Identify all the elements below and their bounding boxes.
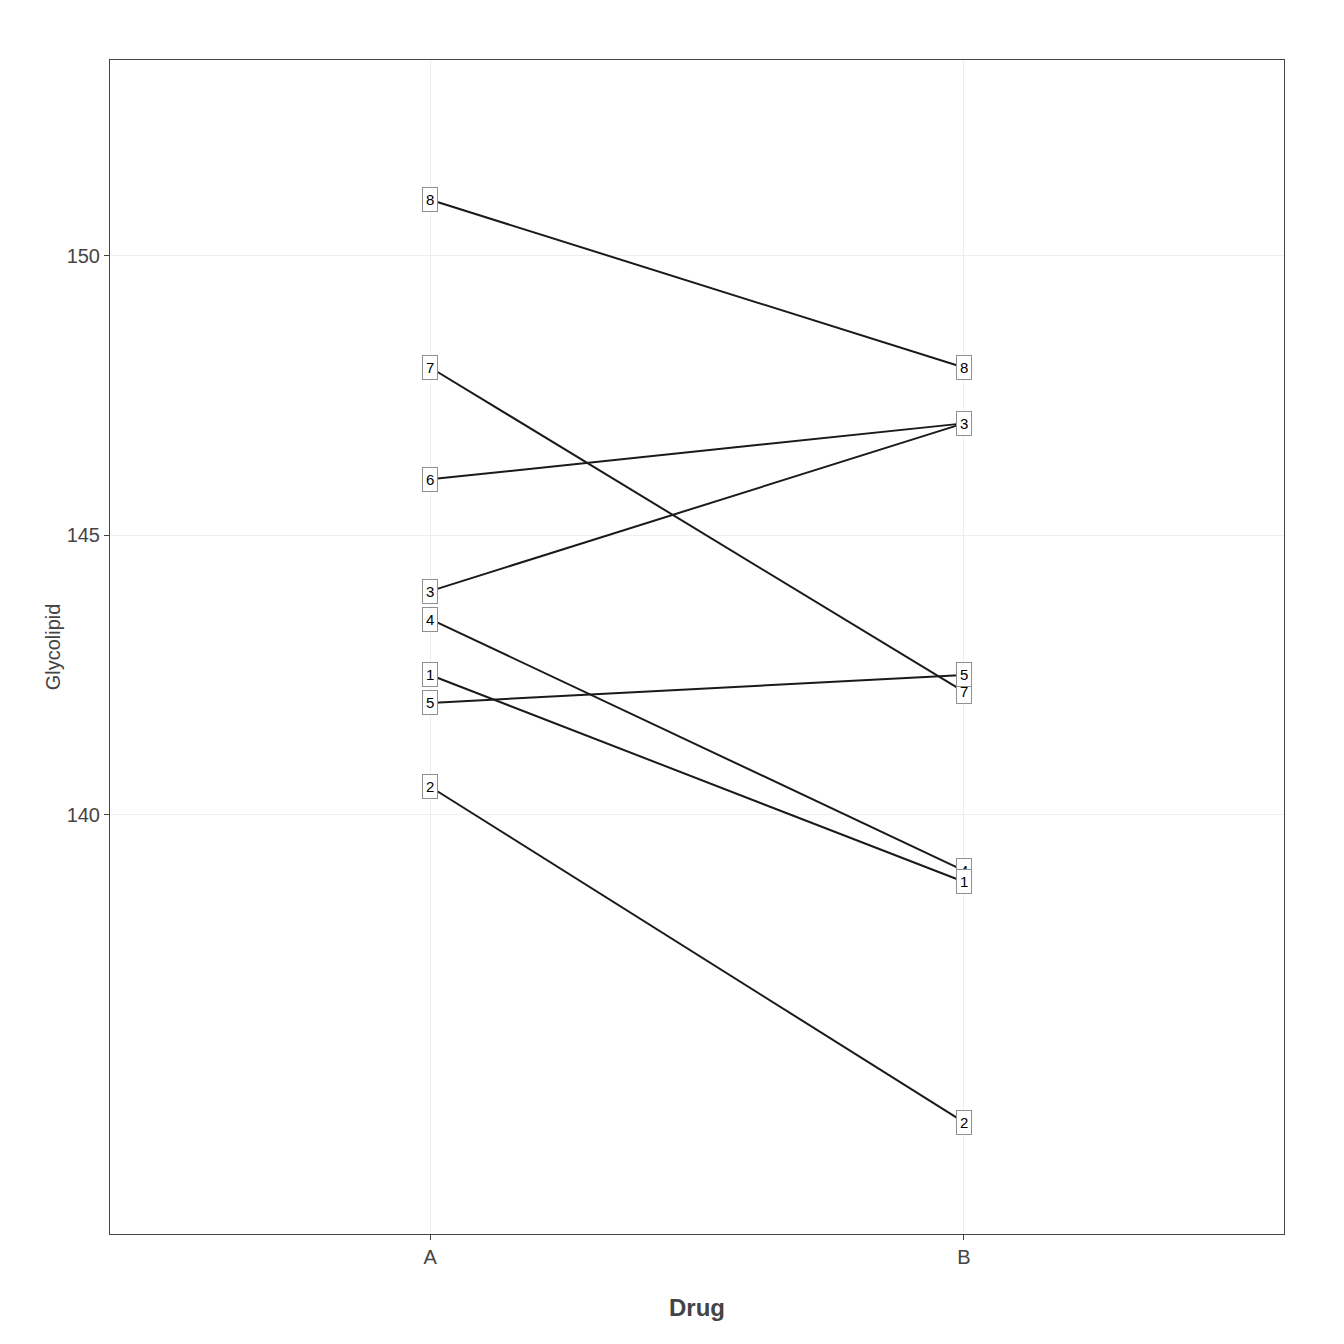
svg-text:Glycolipid: Glycolipid: [42, 604, 64, 691]
svg-text:5: 5: [960, 666, 968, 683]
svg-text:3: 3: [426, 583, 434, 600]
svg-text:2: 2: [426, 778, 434, 795]
svg-text:A: A: [424, 1246, 438, 1268]
svg-text:4: 4: [426, 611, 434, 628]
svg-text:1: 1: [426, 666, 434, 683]
svg-text:7: 7: [426, 359, 434, 376]
svg-text:Drug: Drug: [669, 1294, 725, 1321]
svg-text:4: 4: [960, 862, 968, 879]
svg-text:7: 7: [960, 683, 968, 700]
svg-text:6: 6: [426, 471, 434, 488]
svg-text:2: 2: [960, 1114, 968, 1131]
svg-text:3: 3: [960, 415, 968, 432]
svg-text:145: 145: [67, 524, 100, 546]
svg-text:B: B: [957, 1246, 970, 1268]
svg-text:1: 1: [960, 873, 968, 890]
svg-text:8: 8: [426, 191, 434, 208]
svg-text:150: 150: [67, 245, 100, 267]
svg-text:5: 5: [426, 694, 434, 711]
svg-text:6: 6: [960, 415, 968, 432]
svg-text:140: 140: [67, 804, 100, 826]
svg-text:8: 8: [960, 359, 968, 376]
